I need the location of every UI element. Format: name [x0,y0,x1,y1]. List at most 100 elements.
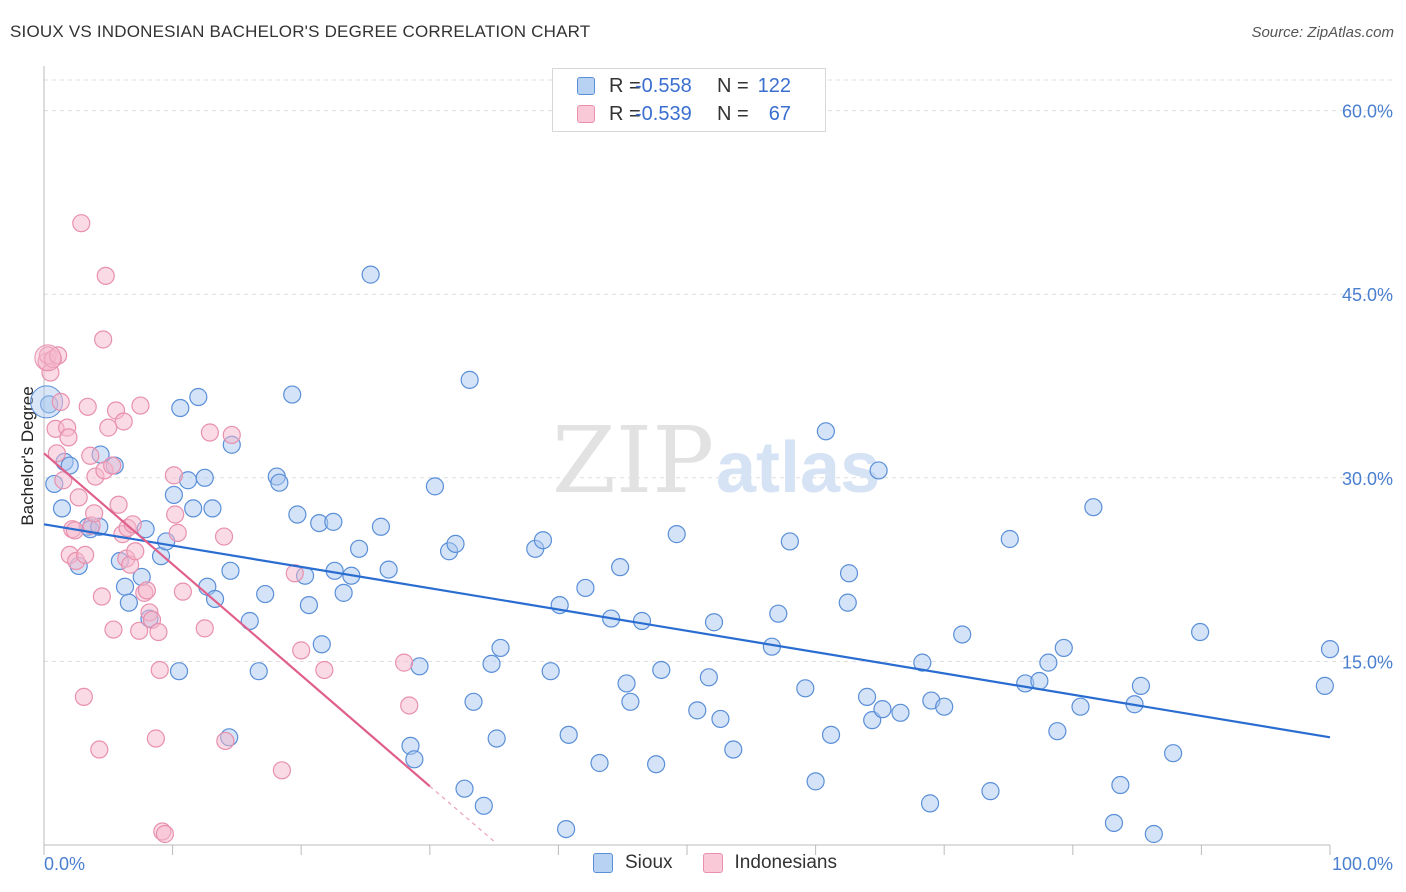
watermark: ZIP atlas [552,407,880,514]
sioux-r-value: -0.558 [635,74,692,97]
x-tick-labels: 0.0% 100.0% [44,854,1393,874]
indonesian-point [150,660,169,680]
sioux-point [221,561,240,580]
sioux-point [780,532,799,551]
sioux-point [724,740,743,759]
y-axis-label: Bachelor's Degree [18,386,37,525]
indonesian-trend-line [43,452,431,788]
indonesian-point [109,495,128,514]
sioux-point [460,370,479,389]
indonesians-legend-swatch [702,853,723,873]
sioux-point [557,819,576,839]
sioux-point [283,385,302,404]
indonesian-point [131,396,150,415]
sioux-point [1030,671,1049,691]
indonesian-point [94,330,113,349]
sioux-point [769,604,788,623]
sioux-points [30,265,1340,844]
sioux-point [1164,744,1183,763]
sioux-point [52,499,72,518]
sioux-point [410,657,429,676]
sioux-point [806,772,825,791]
legend-row-indonesians: R = -0.539 N = 67 [577,101,791,127]
y-tick-label: 30.0% [1342,469,1393,489]
sioux-point [299,595,319,615]
r-label: R = [609,74,641,97]
sioux-point [482,654,501,673]
sioux-point [256,584,275,604]
indonesian-point [72,214,91,233]
x-tick-label-min: 0.0% [44,854,85,874]
sioux-legend-swatch [593,853,613,873]
sioux-point [491,638,510,658]
sioux-point [1191,622,1210,642]
indonesian-point [168,523,187,542]
indonesians-legend-label: Indonesians [734,852,837,873]
correlation-legend: R = -0.558 N = 122 R = -0.539 N = 67 [552,68,826,132]
gridlines [44,79,1393,662]
sioux-point [1039,653,1058,672]
indonesians-n-value: 67 [768,102,791,125]
sioux-point [1111,775,1130,795]
indonesian-point [51,392,70,412]
indonesian-point [137,581,156,600]
sioux-point [796,679,815,698]
sioux-point [171,398,190,418]
watermark-zip: ZIP [552,407,714,514]
sioux-point [617,674,636,693]
sioux-trend-line [43,523,1331,739]
sioux-point [474,796,493,815]
n-label: N = [717,102,749,125]
y-tick-label: 45.0% [1342,285,1393,305]
indonesian-point [222,425,241,445]
indonesian-point [155,824,174,844]
indonesian-point [195,619,214,638]
source-label: Source: ZipAtlas.com [1251,24,1394,41]
sioux-point [195,468,214,487]
legend-item-indonesians[interactable]: Indonesians [702,852,837,874]
indonesian-point [394,653,414,672]
indonesian-point [103,456,122,475]
indonesian-point [216,731,235,751]
legend-row-sioux: R = -0.558 N = 122 [577,73,791,99]
indonesian-point [164,466,183,485]
sioux-point [189,387,208,407]
sioux-point [169,662,189,681]
indonesian-points [34,214,419,844]
sioux-point [361,265,380,284]
sioux-point [164,485,183,505]
sioux-point [1000,529,1019,549]
sioux-point [371,517,391,536]
sioux-point [379,560,398,579]
indonesian-point [49,346,68,365]
sioux-point [838,593,857,612]
chart-title: SIOUX VS INDONESIAN BACHELOR'S DEGREE CO… [10,22,591,41]
sioux-point [324,512,343,531]
sioux-point [249,662,268,681]
indonesian-point [149,622,168,642]
sioux-n-value: 122 [757,74,791,97]
sioux-point [704,613,724,632]
sioux-point [816,422,835,441]
sioux-point [446,534,465,553]
indonesian-point [400,696,419,715]
sioux-point [541,662,560,681]
sioux-point [349,539,369,558]
indonesian-point [315,660,334,680]
legend-item-sioux[interactable]: Sioux [593,852,673,874]
sioux-point [576,578,595,598]
sioux-point [203,499,222,518]
sioux-point [455,779,474,798]
sioux-point [1048,722,1067,741]
watermark-atlas: atlas [716,428,880,508]
indonesians-r-value: -0.539 [635,102,692,125]
indonesian-point [114,412,133,431]
sioux-point [821,725,841,744]
sioux-point [487,729,506,748]
x-ticks [43,845,1331,855]
sioux-legend-label: Sioux [625,852,673,873]
indonesian-point [78,397,97,416]
sioux-point [1084,498,1103,517]
sioux-point [1054,638,1073,658]
indonesian-point [96,266,115,285]
